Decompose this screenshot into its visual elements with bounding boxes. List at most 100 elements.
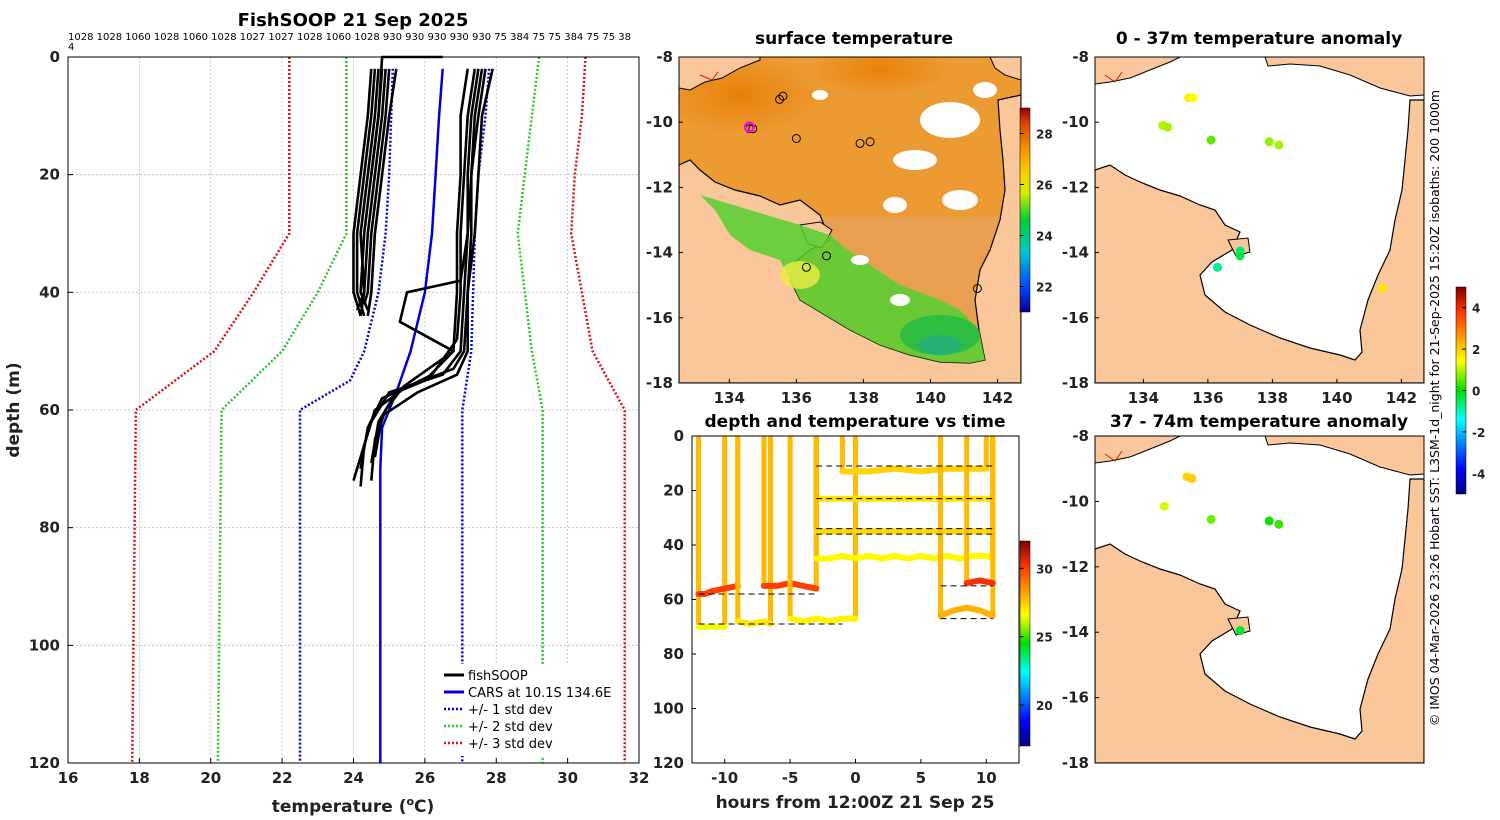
anom1-title: 0 - 37m temperature anomaly [1116,29,1402,49]
anom2-point-5 [1274,519,1284,529]
time-xtick-label: 5 [916,769,926,787]
sst-land-ne [989,57,1021,81]
time-colorbar-ticks: 20 25 30 [1020,562,1053,713]
legend-fishsoop: fishSOOP [468,669,528,684]
time-ytick-label: 60 [663,591,684,609]
sst-station-4 [791,134,801,143]
time-colorbar [1019,540,1031,747]
profile-xtick-label: 30 [557,769,578,787]
map-xtick-label: 134 [1128,389,1159,407]
anom2-land [1095,436,1424,763]
anom2-points [1159,472,1284,636]
fishsoop-profile-4 [362,68,391,305]
map-xtick-label: 142 [1386,389,1417,407]
anom2-panel: 37 - 74m temperature anomaly -8 -10 -12 -14… [1062,412,1425,772]
profile-ytick-label: 40 [39,283,60,301]
sst-current-location [743,121,756,133]
map-ytick-label: -18 [646,374,673,392]
anom2-point-4 [1264,516,1274,526]
map-xtick-label: 136 [1192,389,1223,407]
sst-ticks: 134 136 138 140 142 -8 -10 -12 -14 -16 -18 [646,48,1013,407]
sst-colorbar-ticks: 22 24 26 28 [1020,128,1053,295]
sst-cloud-gaps [812,82,997,306]
map-xtick-label: 140 [915,389,946,407]
map-ytick-label: -8 [1072,427,1089,445]
map-ytick-label: -10 [1062,492,1089,510]
sst-cb-label: 22 [1036,281,1053,295]
time-track-8 [839,465,990,475]
map-xtick-label: 138 [848,389,879,407]
anom1-panel: 0 - 37m temperature anomaly 134 136 138 140… [1062,29,1425,407]
map-xtick-label: 136 [781,389,812,407]
time-xlabel: hours from 12:00Z 21 Sep 25 [716,793,995,813]
profile-series-2 [461,68,491,763]
anom1-points [1158,93,1387,293]
anom1-point-4 [1206,135,1216,145]
fishsoop-profile-1 [355,68,377,317]
map-ytick-label: -8 [656,48,673,66]
profile-ytick-label: 0 [50,48,60,66]
profile-xtick-label: 18 [129,769,150,787]
map-xtick-label: 138 [1257,389,1288,407]
profile-series-6 [569,56,626,763]
sst-warm-patch-2 [810,57,950,95]
profile-ticks: 16 18 20 22 24 26 28 30 32 0 20 40 60 80 100 120 [29,48,650,787]
profile-ytick-label: 20 [39,166,60,184]
fishsoop-profile-11 [373,68,494,458]
sst-station-markers [743,91,982,293]
anom2-map [1095,436,1424,763]
profile-top-labels-wrap: 4 [68,42,74,53]
sst-station-8 [801,262,811,272]
profile-lines [130,55,626,764]
anom1-map [1095,57,1424,383]
profile-xlabel: temperature (oC) [272,795,435,817]
sst-cb-label: 26 [1036,179,1053,193]
map-ytick-label: -10 [1062,113,1089,131]
time-ytick-label: 20 [663,482,684,500]
profile-ytick-label: 120 [29,754,60,772]
anom2-axes-box [1094,435,1425,764]
map-ytick-label: -8 [1072,48,1089,66]
map-ytick-label: -14 [646,244,673,262]
profile-xtick-label: 24 [343,769,364,787]
anom1-point-9 [1213,262,1223,272]
time-track-4 [787,615,859,625]
anom2-point-3 [1206,514,1216,524]
time-xtick-label: 10 [976,769,997,787]
time-cb-label: 20 [1036,699,1053,713]
profile-panel: FishSOOP 21 Sep 2025 1028 1028 1060 1028… [4,10,649,817]
time-xtick-label: -10 [711,769,738,787]
profile-ytick-label: 100 [29,636,60,654]
profile-series-1 [298,68,395,763]
anom1-land [1095,57,1424,383]
profile-xtick-label: 28 [486,769,507,787]
sst-colorbar [1019,107,1031,313]
legend-2std: +/- 2 std dev [468,720,553,735]
sst-cb-label: 24 [1036,230,1053,244]
sst-land-nw [679,57,761,91]
sst-cool-core-2 [918,335,962,355]
map-ytick-label: -16 [1062,309,1089,327]
anom-cb-label: 4 [1472,302,1480,316]
anom2-ticks: -8 -10 -12 -14 -16 -18 [1062,427,1099,772]
map-ytick-label: -12 [1062,178,1089,196]
anom2-river [1104,450,1123,462]
time-track-10 [963,577,996,587]
time-ytick-label: 100 [653,700,684,718]
sst-warm-shallows [780,261,820,289]
time-ytick-label: 0 [674,427,684,445]
profile-top-labels: 1028 1028 1060 1028 1060 1028 1027 1027 … [68,32,631,43]
anom-cb-label: -4 [1472,467,1485,481]
fishsoop-profile-0 [352,68,373,317]
legend-1std: +/- 1 std dev [468,703,553,718]
time-ytick-label: 40 [663,536,684,554]
profile-ytick-label: 60 [39,401,60,419]
anom1-point-10 [1377,283,1387,293]
profile-xtick-label: 16 [58,769,79,787]
profile-xtick-label: 20 [200,769,221,787]
profile-series-0 [379,68,444,763]
fishsoop-profile-6 [355,68,380,311]
sst-cb-label: 28 [1036,128,1053,142]
profile-series-3 [216,57,348,764]
